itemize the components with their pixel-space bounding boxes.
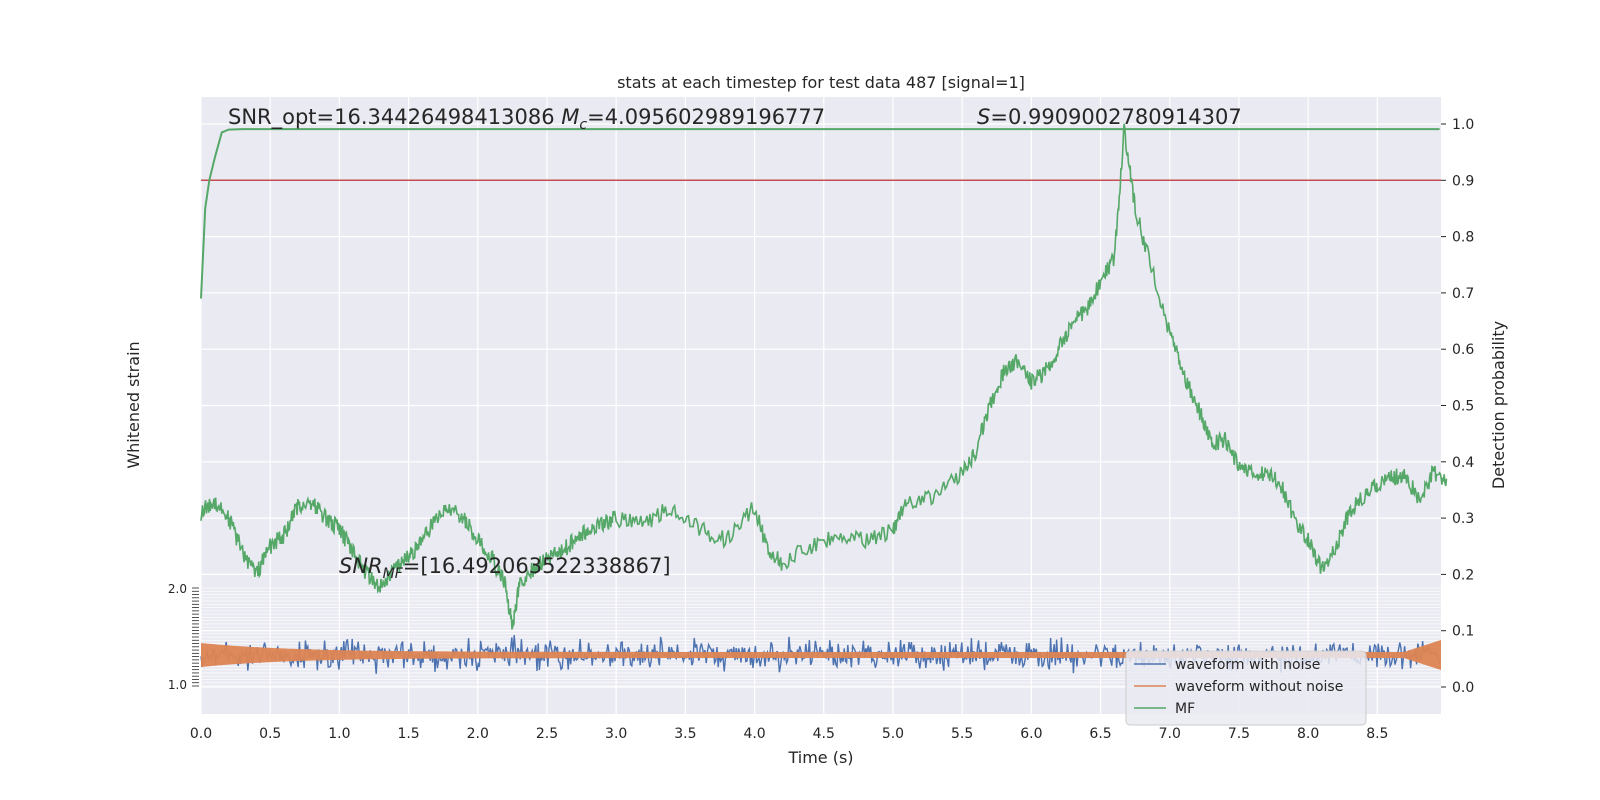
x-tick-label: 4.0 [743, 726, 765, 742]
snr-opt-annotation: SNR_opt=16.34426498413086 Mc=4.095602989… [228, 105, 825, 133]
snr-mf-annotation: SNRMF=[16.492063522338867] [339, 554, 671, 582]
x-tick-label: 1.5 [397, 726, 419, 742]
x-tick-label: 6.0 [1020, 726, 1042, 742]
right-tick-label: 0.3 [1452, 511, 1474, 527]
x-tick-label: 2.0 [467, 726, 489, 742]
x-tick-label: 3.5 [674, 726, 696, 742]
x-tick-label: 2.5 [536, 726, 558, 742]
x-tick-label: 7.5 [1228, 726, 1250, 742]
left-tick-label-top: 2.0 [168, 582, 187, 596]
legend-label-noise: waveform with noise [1175, 657, 1320, 673]
x-axis-ticks: 0.0 0.5 1.0 1.5 2.0 2.5 3.0 3.5 4.0 4.5 5.0 5.5 6.0 6… [190, 726, 1389, 742]
right-axis-ticks: 0.0 0.1 0.2 0.3 0.4 0.5 0.6 0.7 0.8 0.9 1.0 [1441, 117, 1474, 696]
waveform-series [200, 635, 1442, 674]
right-tick-label: 0.2 [1452, 567, 1474, 583]
legend-label-clean: waveform without noise [1175, 679, 1343, 695]
x-tick-label: 5.0 [882, 726, 904, 742]
right-tick-label: 0.8 [1452, 230, 1474, 246]
left-axis-ticks: 2.0 1.0 [168, 582, 199, 692]
legend: waveform with noise waveform without noi… [1125, 650, 1367, 726]
snr-mf-symbol: SNR [339, 554, 383, 578]
mc-subscript: c [579, 117, 587, 133]
x-tick-label: 7.0 [1159, 726, 1181, 742]
right-tick-label: 0.5 [1452, 399, 1474, 415]
right-tick-label: 0.1 [1452, 624, 1474, 640]
x-tick-label: 8.5 [1366, 726, 1388, 742]
right-tick-label: 0.6 [1452, 342, 1474, 358]
chart-title: stats at each timestep for test data 487… [617, 73, 1025, 92]
right-tick-label: 0.4 [1452, 455, 1474, 471]
x-tick-label: 1.0 [328, 726, 350, 742]
x-tick-label: 4.5 [813, 726, 835, 742]
mc-value: =4.095602989196777 [587, 105, 825, 129]
mc-symbol: M [561, 105, 579, 129]
x-axis-label: Time (s) [787, 748, 853, 767]
mf-line [200, 128, 1440, 299]
x-tick-label: 0.0 [190, 726, 212, 742]
s-annotation: S=0.9909002780914307 [977, 105, 1242, 129]
snr-opt-text: SNR_opt=16.34426498413086 [228, 105, 561, 130]
stat-line [200, 123, 1448, 630]
s-value: =0.9909002780914307 [990, 105, 1241, 129]
legend-label-mf: MF [1175, 701, 1195, 717]
legend-box [1125, 650, 1367, 726]
right-axis-label: Detection probability [1489, 321, 1508, 489]
right-tick-label: 0.9 [1452, 173, 1474, 189]
left-axis-dense-grid [201, 587, 1441, 687]
snr-mf-subscript: MF [383, 566, 404, 582]
x-tick-label: 5.5 [951, 726, 973, 742]
snr-mf-value: =[16.492063522338867] [403, 554, 671, 578]
waveform-without-noise-band [201, 640, 1441, 670]
left-tick-label-bottom: 1.0 [168, 678, 187, 692]
x-tick-label: 8.0 [1297, 726, 1319, 742]
right-tick-label: 0.0 [1452, 680, 1474, 696]
x-tick-label: 6.5 [1089, 726, 1111, 742]
x-tick-label: 3.0 [605, 726, 627, 742]
waveform-with-noise-line [200, 635, 1442, 674]
left-axis-label: Whitened strain [124, 341, 143, 468]
s-symbol: S [977, 105, 990, 129]
x-tick-label: 0.5 [259, 726, 281, 742]
right-tick-label: 0.7 [1452, 286, 1474, 302]
right-tick-label: 1.0 [1452, 117, 1474, 133]
